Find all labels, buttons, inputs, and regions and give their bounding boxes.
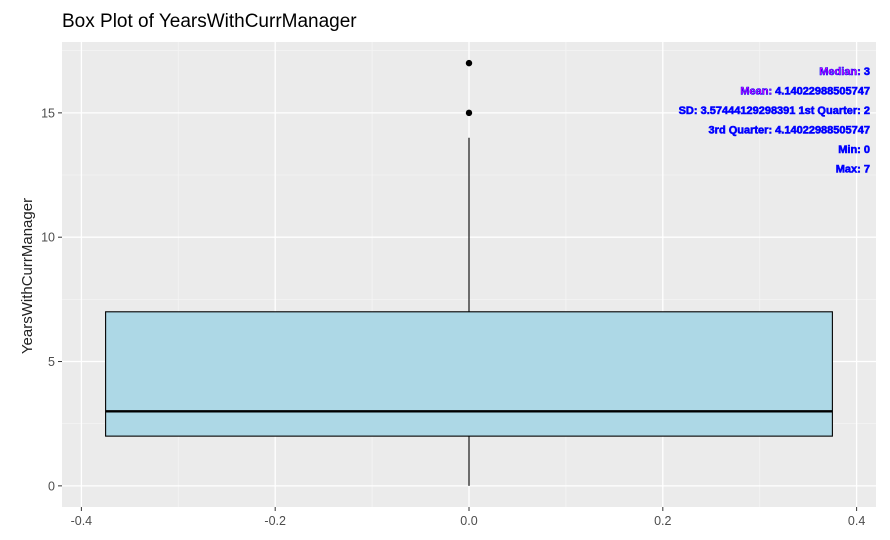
annotation-line: Min: 0 [838,144,870,156]
x-tick-label: 0.0 [460,514,477,528]
annotation-prefix: Mean: [740,86,772,98]
annotation-line: Mean: 4.14022988505747 [740,86,870,98]
outlier-point [465,109,473,117]
annotation-value: 3 [861,66,870,78]
y-tick-label: 5 [48,355,55,369]
y-tick-label: 10 [41,231,55,245]
x-tick-label: -0.4 [71,514,93,528]
annotation-line: 3rd Quarter: 4.14022988505747 [709,125,870,137]
y-tick-label: 0 [48,479,55,493]
x-tick-label: 0.2 [654,514,671,528]
axes: 0 5 10 15 -0.4 -0.2 0.0 0.2 0.4 [41,106,865,528]
annotation-line: SD: 3.57444129298391 1st Quarter: 2 [679,105,870,117]
chart-title: Box Plot of YearsWithCurrManager [62,11,357,32]
annotation-line: Max: 7 [836,164,870,176]
outlier-point [465,59,473,67]
y-tick-label: 15 [41,106,55,120]
summary-annotations: Median: 3 Mean: 4.14022988505747 SD: 3.574… [678,66,870,176]
annotation-prefix: Median: [819,66,861,78]
annotation-value: 4.14022988505747 [772,86,870,98]
x-tick-label: -0.2 [264,514,286,528]
interquartile-box [105,311,833,437]
annotation-line: Median: 3 [819,66,870,78]
y-axis-label: YearsWithCurrManager [19,198,36,354]
x-tick-label: 0.4 [848,514,865,528]
box-glyph [105,59,833,486]
